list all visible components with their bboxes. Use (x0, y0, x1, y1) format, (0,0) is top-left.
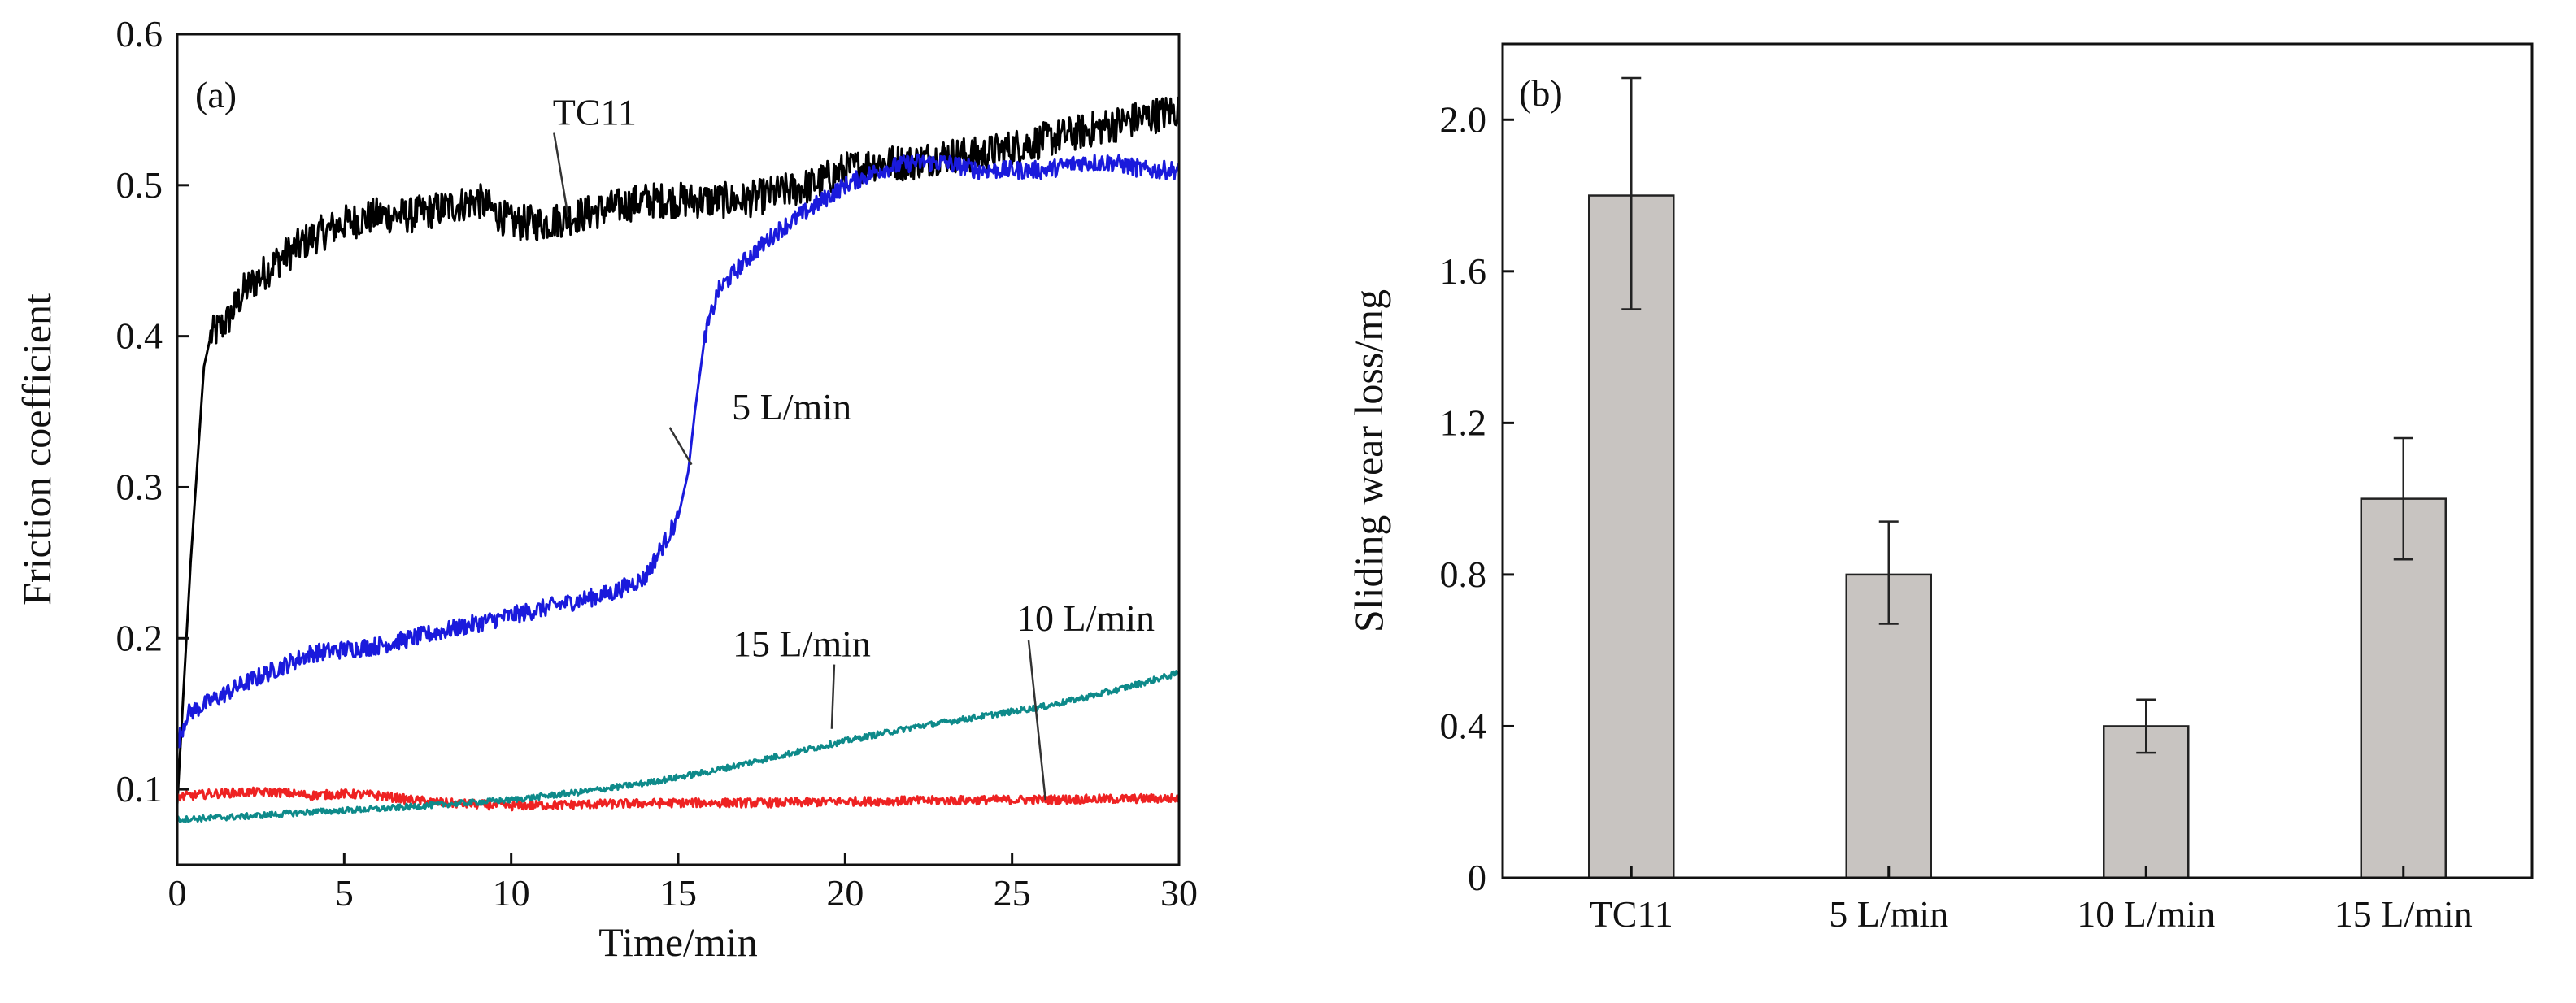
annotation-leader-5-l-min (668, 427, 693, 466)
axis-ticks-b: 0 0.4 0.8 1.2 1.6 2.0 TC11 5 L/min 10 L/min 15 L/… (1440, 98, 2473, 935)
x-tick-label: 5 (335, 872, 354, 914)
panel-label-b: (b) (1519, 72, 1563, 114)
annotation-leader-tc11 (553, 132, 569, 216)
x-tick-label: 0 (168, 872, 187, 914)
axis-ticks-a: 0 5 10 15 20 25 30 0.1 0.2 0.3 0.4 0.5 0.6 (116, 13, 1199, 914)
x-tick-label: 30 (1160, 872, 1198, 914)
y-tick-label: 0.5 (116, 164, 163, 206)
bar-5-l-min (1845, 573, 1932, 879)
series-line-5-l-min (176, 153, 1181, 749)
plot-frame-b (1501, 42, 2534, 879)
category-label-5-l-min: 5 L/min (1829, 893, 1948, 935)
x-axis-label-a: Time/min (598, 919, 757, 965)
y-tick-label: 0.6 (116, 13, 163, 54)
y-tick-label: 0.4 (1440, 705, 1487, 746)
y-tick-label: 0.3 (116, 466, 163, 507)
category-label-10-l-min: 10 L/min (2077, 893, 2215, 935)
category-label-tc11: TC11 (1590, 893, 1673, 935)
y-tick-label: 0.1 (116, 768, 163, 810)
y-tick-label: 0.2 (116, 617, 163, 658)
annotation-tc11: TC11 (553, 91, 637, 132)
bar-15-l-min (2360, 497, 2447, 879)
annotation-5-l-min: 5 L/min (732, 386, 851, 428)
x-tick-label: 20 (826, 872, 864, 914)
x-tick-label: 10 (493, 872, 530, 914)
annotation-leader-10-l-min (1027, 640, 1046, 801)
wear-loss-bar-chart: 0 0.4 0.8 1.2 1.6 2.0 TC11 5 L/min 10 L/min 15 L/… (1346, 42, 2534, 935)
annotation-15-l-min: 15 L/min (733, 623, 871, 665)
annotation-10-l-min: 10 L/min (1016, 597, 1155, 639)
annotation-labels: TC11 5 L/min 15 L/min 10 L/min (553, 91, 1155, 801)
y-tick-label: 2.0 (1440, 98, 1487, 140)
plot-frame-a (176, 33, 1181, 866)
x-tick-label: 15 (659, 872, 697, 914)
series-line-15-l-min (176, 670, 1181, 823)
friction-coefficient-line-chart: TC11 5 L/min 15 L/min 10 L/min 0 5 10 15 20 25 30… (14, 13, 1198, 965)
y-tick-label: 1.2 (1440, 402, 1487, 443)
series-line-10-l-min (176, 786, 1181, 812)
y-tick-label: 0 (1468, 857, 1486, 898)
x-tick-label: 25 (994, 872, 1031, 914)
y-tick-label: 0.4 (116, 315, 163, 357)
series-line-tc11 (176, 96, 1181, 805)
y-axis-label-b: Sliding wear loss/mg (1346, 289, 1391, 632)
y-tick-label: 1.6 (1440, 250, 1487, 292)
series-lines (176, 96, 1181, 823)
y-axis-label-a: Friction coefficient (14, 293, 59, 606)
panel-label-a: (a) (195, 74, 237, 115)
bars (1588, 76, 2447, 879)
annotation-leader-15-l-min (830, 664, 836, 729)
category-label-15-l-min: 15 L/min (2334, 893, 2473, 935)
y-tick-label: 0.8 (1440, 554, 1487, 595)
